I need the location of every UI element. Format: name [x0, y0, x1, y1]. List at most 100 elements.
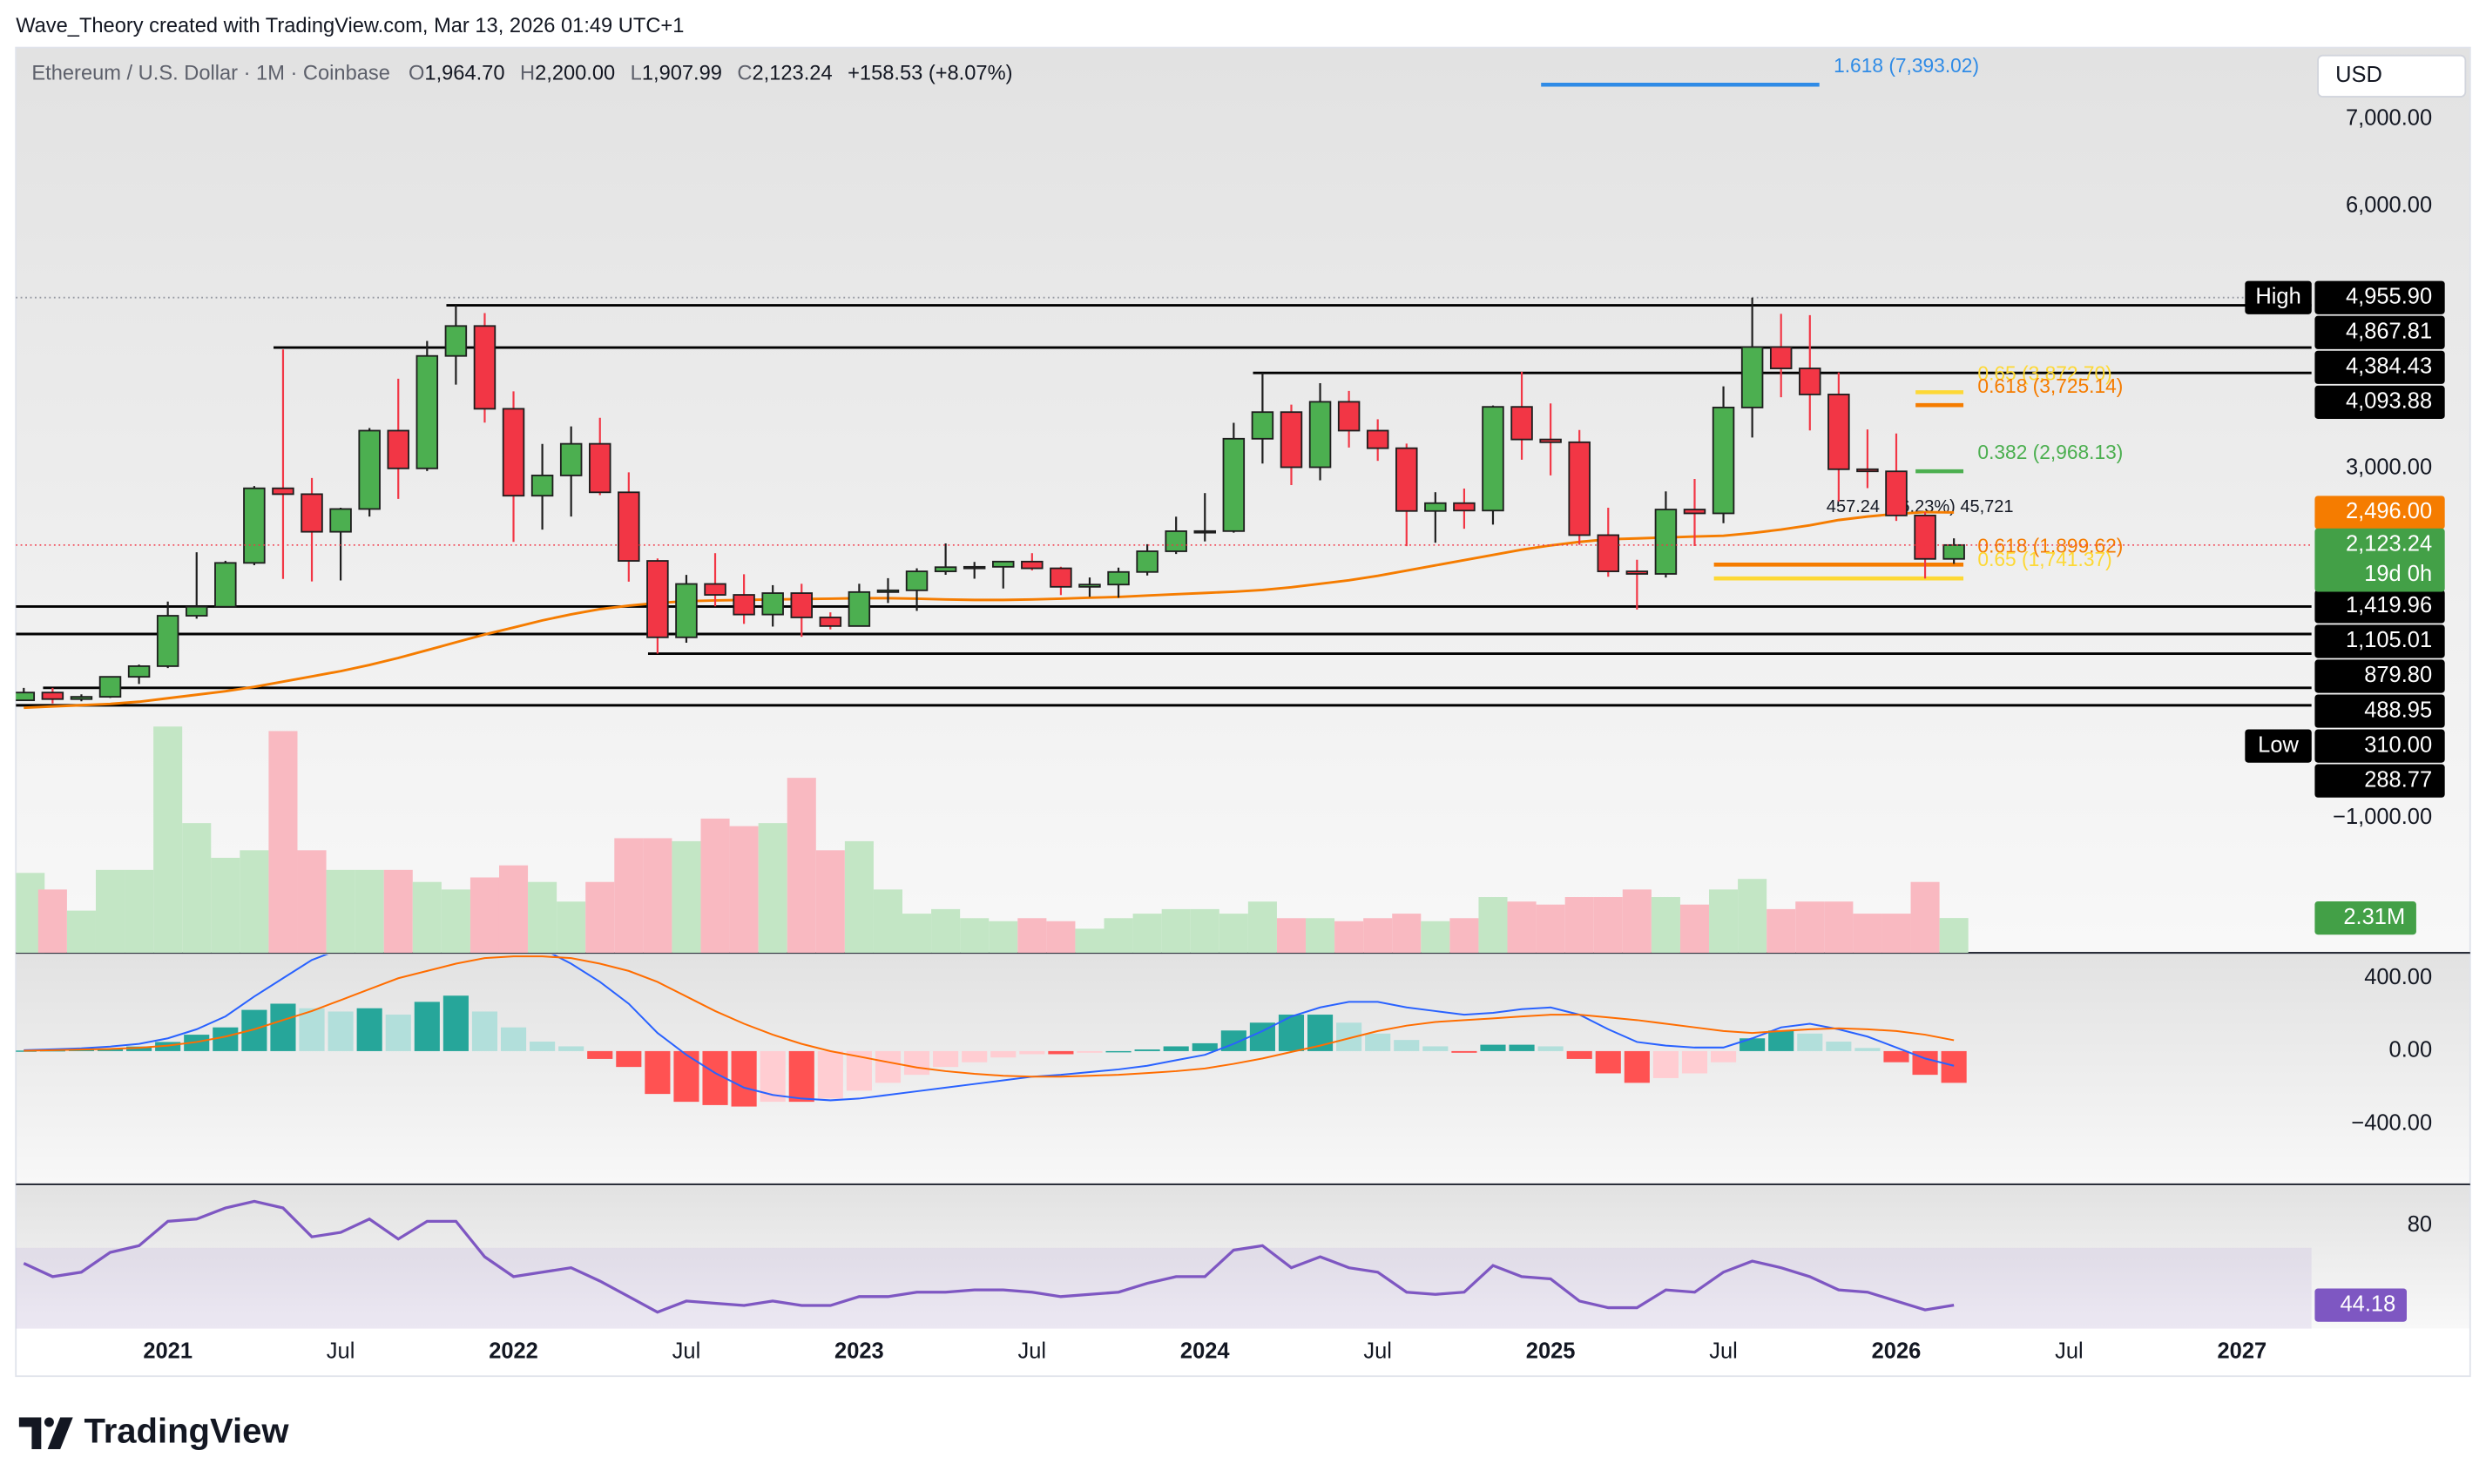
volume-bar — [268, 731, 298, 954]
level-tag-box — [2245, 729, 2312, 763]
volume-bar — [729, 826, 759, 954]
volume-bar — [700, 818, 730, 954]
volume-bar — [1564, 897, 1594, 954]
volume-bar — [931, 908, 961, 954]
x-tick-label: 2021 — [143, 1339, 193, 1364]
macd-histogram — [1451, 1050, 1477, 1053]
level-label: 879.80 — [2364, 663, 2432, 687]
logo: TradingView — [18, 1412, 289, 1450]
x-tick-label: 2024 — [1180, 1339, 1230, 1364]
macd-histogram — [155, 1042, 181, 1051]
candle-body — [905, 570, 929, 591]
volume-bar — [643, 838, 672, 954]
macd-histogram — [1566, 1050, 1592, 1059]
level-label: 4,955.90 — [2346, 284, 2432, 308]
volume-bar — [614, 838, 644, 954]
level-label: 310.00 — [2364, 732, 2432, 757]
level-label-box — [2314, 764, 2445, 798]
time-axis — [16, 1328, 2470, 1377]
y-tick-label: −1,000.00 — [2333, 805, 2432, 829]
candle-body — [1395, 447, 1418, 512]
ma-label-box — [2314, 496, 2445, 530]
macd-histogram — [1509, 1044, 1535, 1051]
x-tick-label: 2025 — [1526, 1339, 1576, 1364]
volume-bar — [1536, 904, 1565, 954]
macd-histogram — [1768, 1030, 1794, 1051]
candle-body — [185, 605, 208, 617]
volume-bar — [66, 910, 96, 954]
candle-body — [1280, 411, 1303, 469]
fib-label: 0.382 (2,968.13) — [1977, 441, 2123, 463]
volume-bar — [211, 857, 240, 954]
volume-bar — [1306, 918, 1335, 954]
volume-bar — [873, 889, 903, 954]
candle-body — [1021, 560, 1044, 570]
macd-histogram — [471, 1011, 498, 1051]
macd-histogram — [1652, 1050, 1679, 1078]
macd-histogram — [1624, 1050, 1650, 1083]
level-label: 4,384.43 — [2346, 354, 2432, 379]
y-tick-label: 6,000.00 — [2346, 193, 2432, 218]
candle-body — [1222, 437, 1246, 532]
volume-bar — [844, 840, 874, 954]
macd-histogram — [1797, 1033, 1823, 1051]
volume-bar — [1651, 897, 1680, 954]
ohlc-key: C — [737, 63, 752, 85]
macd-histogram — [442, 995, 469, 1051]
macd-tick-label: −400.00 — [2351, 1110, 2432, 1135]
x-tick-label: Jul — [1709, 1339, 1738, 1364]
candle-body — [1424, 502, 1447, 512]
level-label-box — [2314, 385, 2445, 419]
macd-histogram — [933, 1050, 959, 1068]
macd-histogram — [1394, 1040, 1420, 1051]
volume-bar — [1392, 914, 1422, 954]
macd-histogram — [213, 1027, 239, 1051]
volume-bar — [1046, 921, 1076, 954]
macd-histogram — [500, 1027, 527, 1051]
macd-histogram — [1048, 1050, 1074, 1055]
level-tag: High — [2255, 284, 2300, 308]
ohlc-key: L — [631, 63, 642, 85]
level-label: 4,867.81 — [2346, 319, 2432, 343]
candle-body — [876, 589, 900, 593]
candle-body — [963, 565, 986, 570]
level-label-box — [2314, 659, 2445, 693]
candle-body — [16, 691, 36, 702]
candle-body — [992, 560, 1015, 568]
candle-body — [618, 491, 640, 562]
candle-body — [502, 408, 525, 497]
candle-body — [1078, 583, 1101, 588]
level-label: 488.95 — [2364, 698, 2432, 722]
level-label-box — [2314, 590, 2445, 624]
price-plot: 1.618 (7,393.02) 0.65 (3,872.70)0.618 (3,… — [16, 54, 2312, 954]
candle-body — [1712, 406, 1735, 515]
candle-body — [1827, 394, 1850, 470]
volume-label-box — [2314, 901, 2416, 935]
candle-body — [1251, 411, 1274, 440]
macd-histogram — [1883, 1050, 1909, 1062]
candle-body — [1914, 514, 1936, 560]
candle-body — [848, 590, 871, 627]
candle-body — [1769, 346, 1793, 369]
fib-label: 0.618 (3,725.14) — [1977, 374, 2123, 397]
ohlc-key: H — [520, 63, 535, 85]
candle-body — [329, 508, 352, 533]
currency-button[interactable] — [2317, 54, 2467, 98]
macd-histogram — [645, 1050, 671, 1095]
macd-histogram — [1105, 1050, 1132, 1053]
candle-body — [70, 696, 93, 700]
macd-histogram — [990, 1050, 1017, 1058]
volume-bar — [557, 901, 586, 954]
volume-bar — [326, 869, 355, 954]
volume-bar — [1593, 897, 1623, 954]
candle-body — [41, 691, 64, 700]
logo-mark — [44, 1417, 54, 1427]
volume-bar — [1363, 918, 1393, 954]
volume-bar — [383, 869, 413, 954]
volume-bar — [1507, 901, 1537, 954]
currency[interactable]: USD — [2335, 63, 2382, 87]
level-label-box — [2314, 280, 2445, 314]
candle-body — [819, 617, 842, 627]
candle-body — [1885, 470, 1908, 516]
fib-label: 1.618 (7,393.02) — [1834, 54, 1979, 77]
